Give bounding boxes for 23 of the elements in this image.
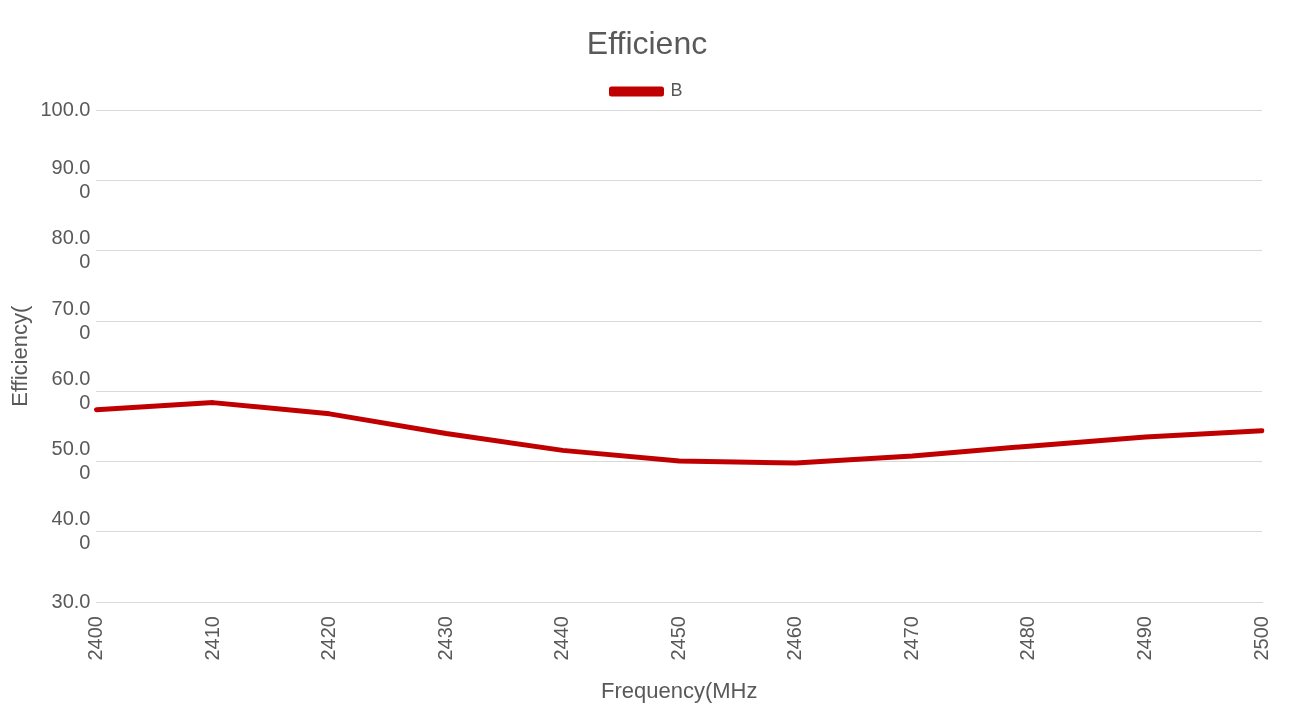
- y-tick-label: 40.00: [51, 507, 91, 554]
- x-axis-title: Frequency(MHz: [600, 677, 758, 703]
- x-tick-label: 2490: [1132, 616, 1155, 661]
- y-tick-label: 50.00: [51, 437, 91, 484]
- y-tick-label: 30.0: [51, 589, 91, 612]
- chart-title: Efficienc: [586, 25, 708, 62]
- x-tick-label: 2410: [200, 616, 223, 661]
- x-tick-label: 2460: [783, 616, 806, 661]
- y-tick-label: 70.00: [51, 296, 91, 343]
- x-tick-label: 2430: [433, 616, 456, 661]
- x-tick-label: 2420: [317, 616, 340, 661]
- x-tick-label: 2500: [1249, 616, 1272, 661]
- x-tick-label: 2440: [550, 616, 573, 661]
- x-tick-label: 2400: [83, 616, 106, 661]
- y-tick-label: 100.0: [40, 97, 91, 120]
- y-axis-title: Efficiency(: [7, 305, 33, 407]
- y-tick-label: 60.00: [51, 366, 91, 413]
- x-tick-label: 2470: [899, 616, 922, 661]
- y-tick-label: 80.00: [51, 226, 91, 273]
- x-tick-label: 2450: [666, 616, 689, 661]
- y-tick-label: 90.00: [51, 156, 91, 203]
- legend-label: B: [670, 80, 683, 101]
- x-tick-label: 2480: [1016, 616, 1039, 661]
